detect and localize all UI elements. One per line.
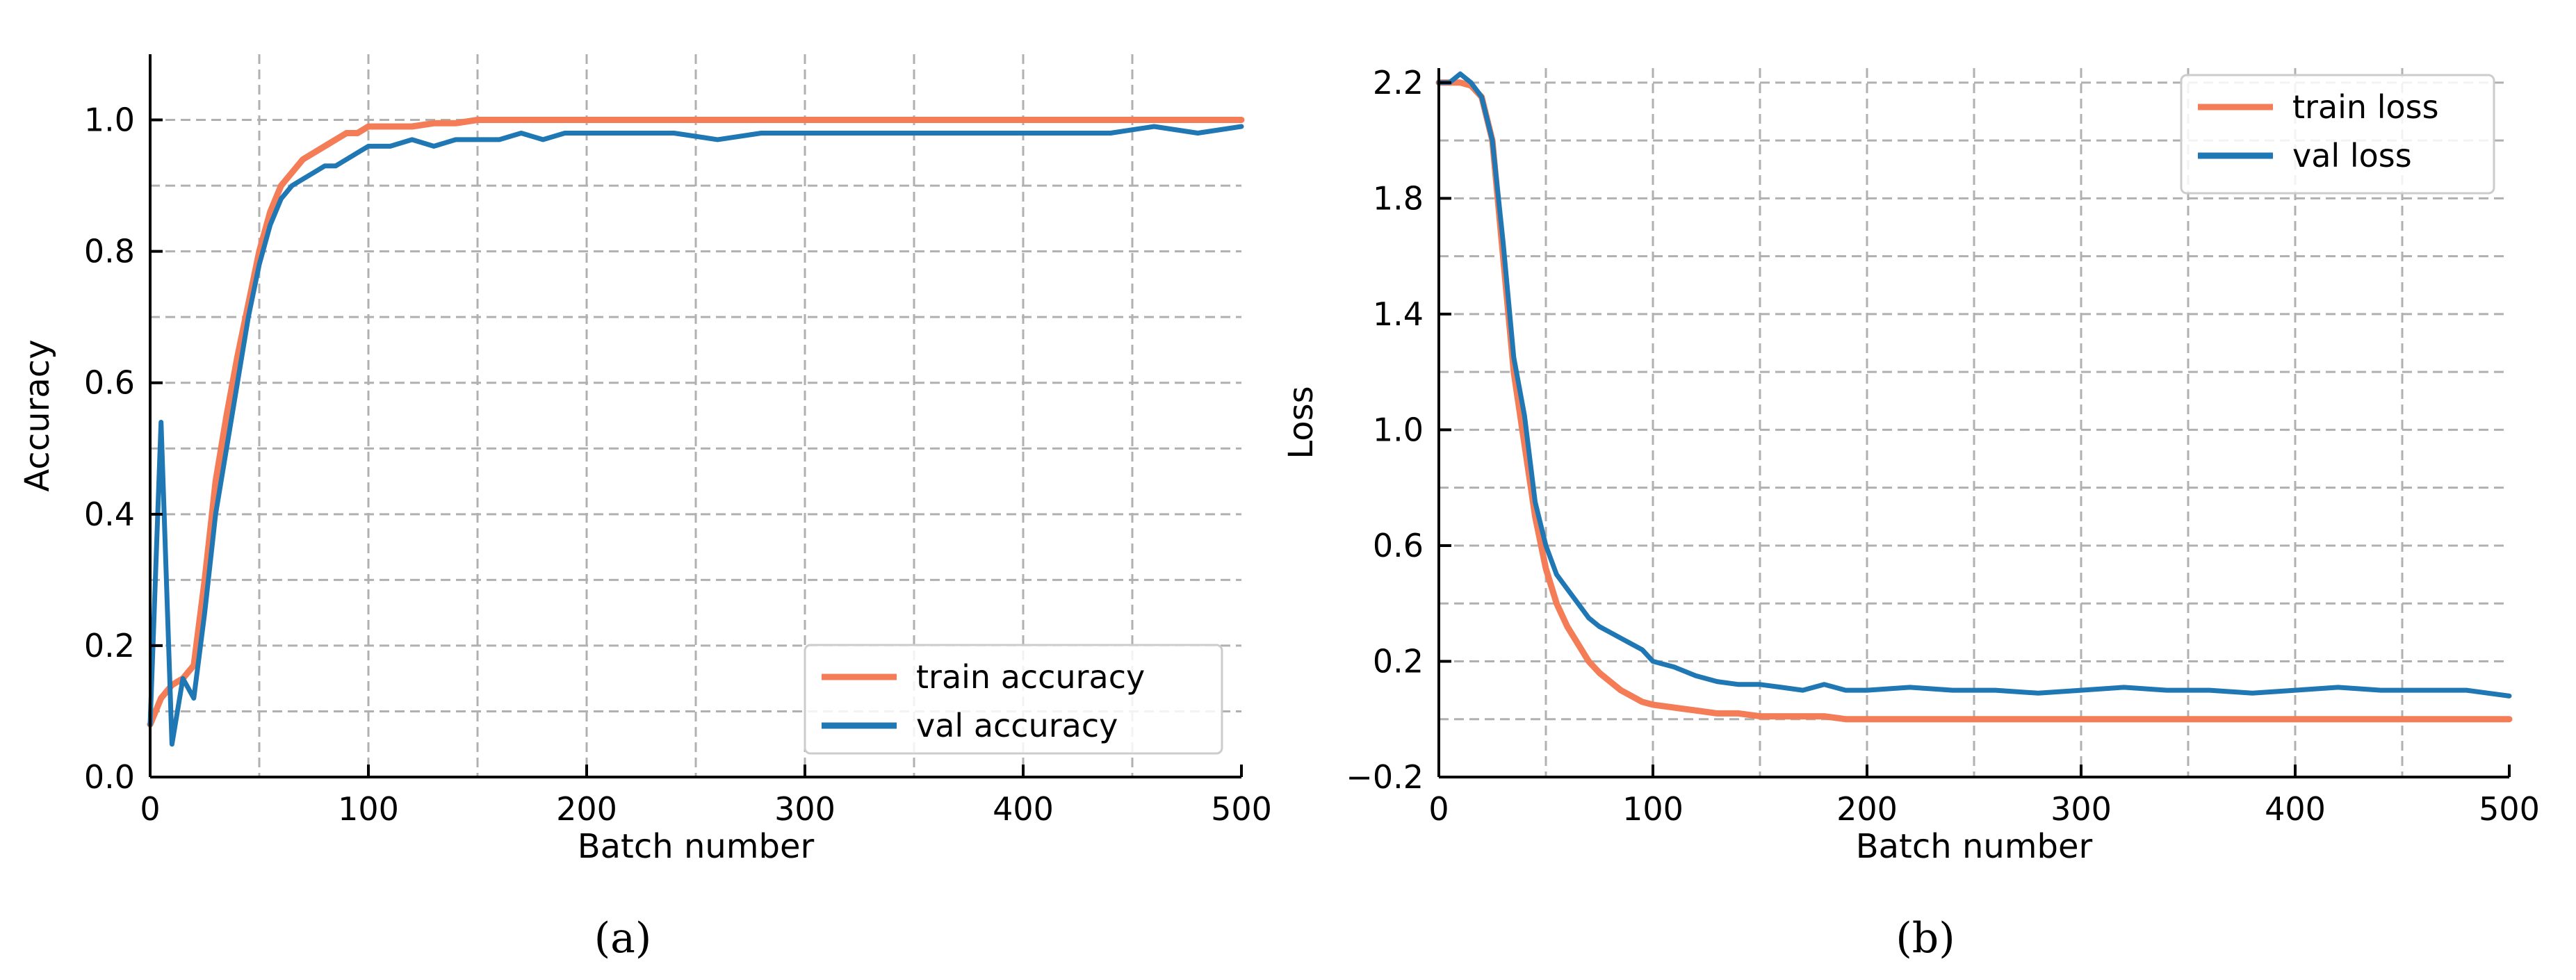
x-tick-label: 100	[1622, 790, 1684, 828]
y-tick-label: 0.6	[84, 364, 135, 402]
panel-caption: (b)	[1896, 914, 1955, 963]
y-tick-label: 0.2	[1373, 642, 1424, 680]
series-line-train-accuracy	[147, 117, 1245, 728]
y-tick-label: 0.6	[1373, 527, 1424, 564]
y-tick-label: 1.0	[84, 101, 135, 139]
panel-a: 0 100 200 300 400 500 0.0 0.2 0.4 0.6 0.8 1.0 Batch …	[18, 54, 1272, 963]
legend: train loss val loss	[2180, 74, 2495, 195]
x-axis-label: Batch number	[578, 827, 815, 866]
x-tick-label: 0	[1428, 790, 1449, 828]
panel-b: 0 100 200 300 400 500 −0.2 0.2 0.6 1.0 1.4 1.8 2.2 Ba…	[1282, 64, 2540, 963]
y-tick-label: 1.0	[1373, 411, 1424, 448]
panel-caption: (a)	[594, 914, 652, 963]
y-tick-label: 0.0	[84, 758, 135, 796]
y-tick-label: 2.2	[1373, 64, 1424, 101]
legend-label-val-loss: val loss	[2292, 137, 2412, 174]
x-tick-label: 0	[140, 790, 160, 828]
legend: train accuracy val accuracy	[804, 644, 1223, 755]
y-axis-label: Loss	[1282, 386, 1321, 459]
y-tick-label: 0.8	[84, 233, 135, 270]
x-tick-label: 300	[774, 790, 835, 828]
x-axis-label: Batch number	[1856, 827, 2093, 866]
x-tick-label: 100	[338, 790, 399, 828]
x-tick-label: 500	[1211, 790, 1272, 828]
x-tick-label: 500	[2479, 790, 2540, 828]
legend-box	[804, 644, 1223, 755]
series-line-train-loss	[1435, 79, 2513, 723]
y-axis-label: Accuracy	[18, 339, 57, 491]
legend-label-val-accuracy: val accuracy	[916, 707, 1118, 744]
series-line-val-loss	[1436, 71, 2512, 699]
y-tick-label: 0.4	[84, 496, 135, 533]
y-tick-label: 1.4	[1373, 295, 1424, 333]
x-tick-label: 400	[2265, 790, 2326, 828]
legend-label-train-accuracy: train accuracy	[916, 658, 1145, 696]
x-tick-label: 200	[556, 790, 617, 828]
x-tick-label: 300	[2051, 790, 2112, 828]
y-tick-label: 1.8	[1373, 179, 1424, 217]
legend-label-train-loss: train loss	[2292, 88, 2439, 126]
x-tick-label: 400	[993, 790, 1054, 828]
y-tick-label: 0.2	[84, 627, 135, 664]
y-tick-label: −0.2	[1346, 758, 1424, 796]
series-line-val-accuracy	[147, 124, 1244, 747]
x-tick-label: 200	[1836, 790, 1898, 828]
